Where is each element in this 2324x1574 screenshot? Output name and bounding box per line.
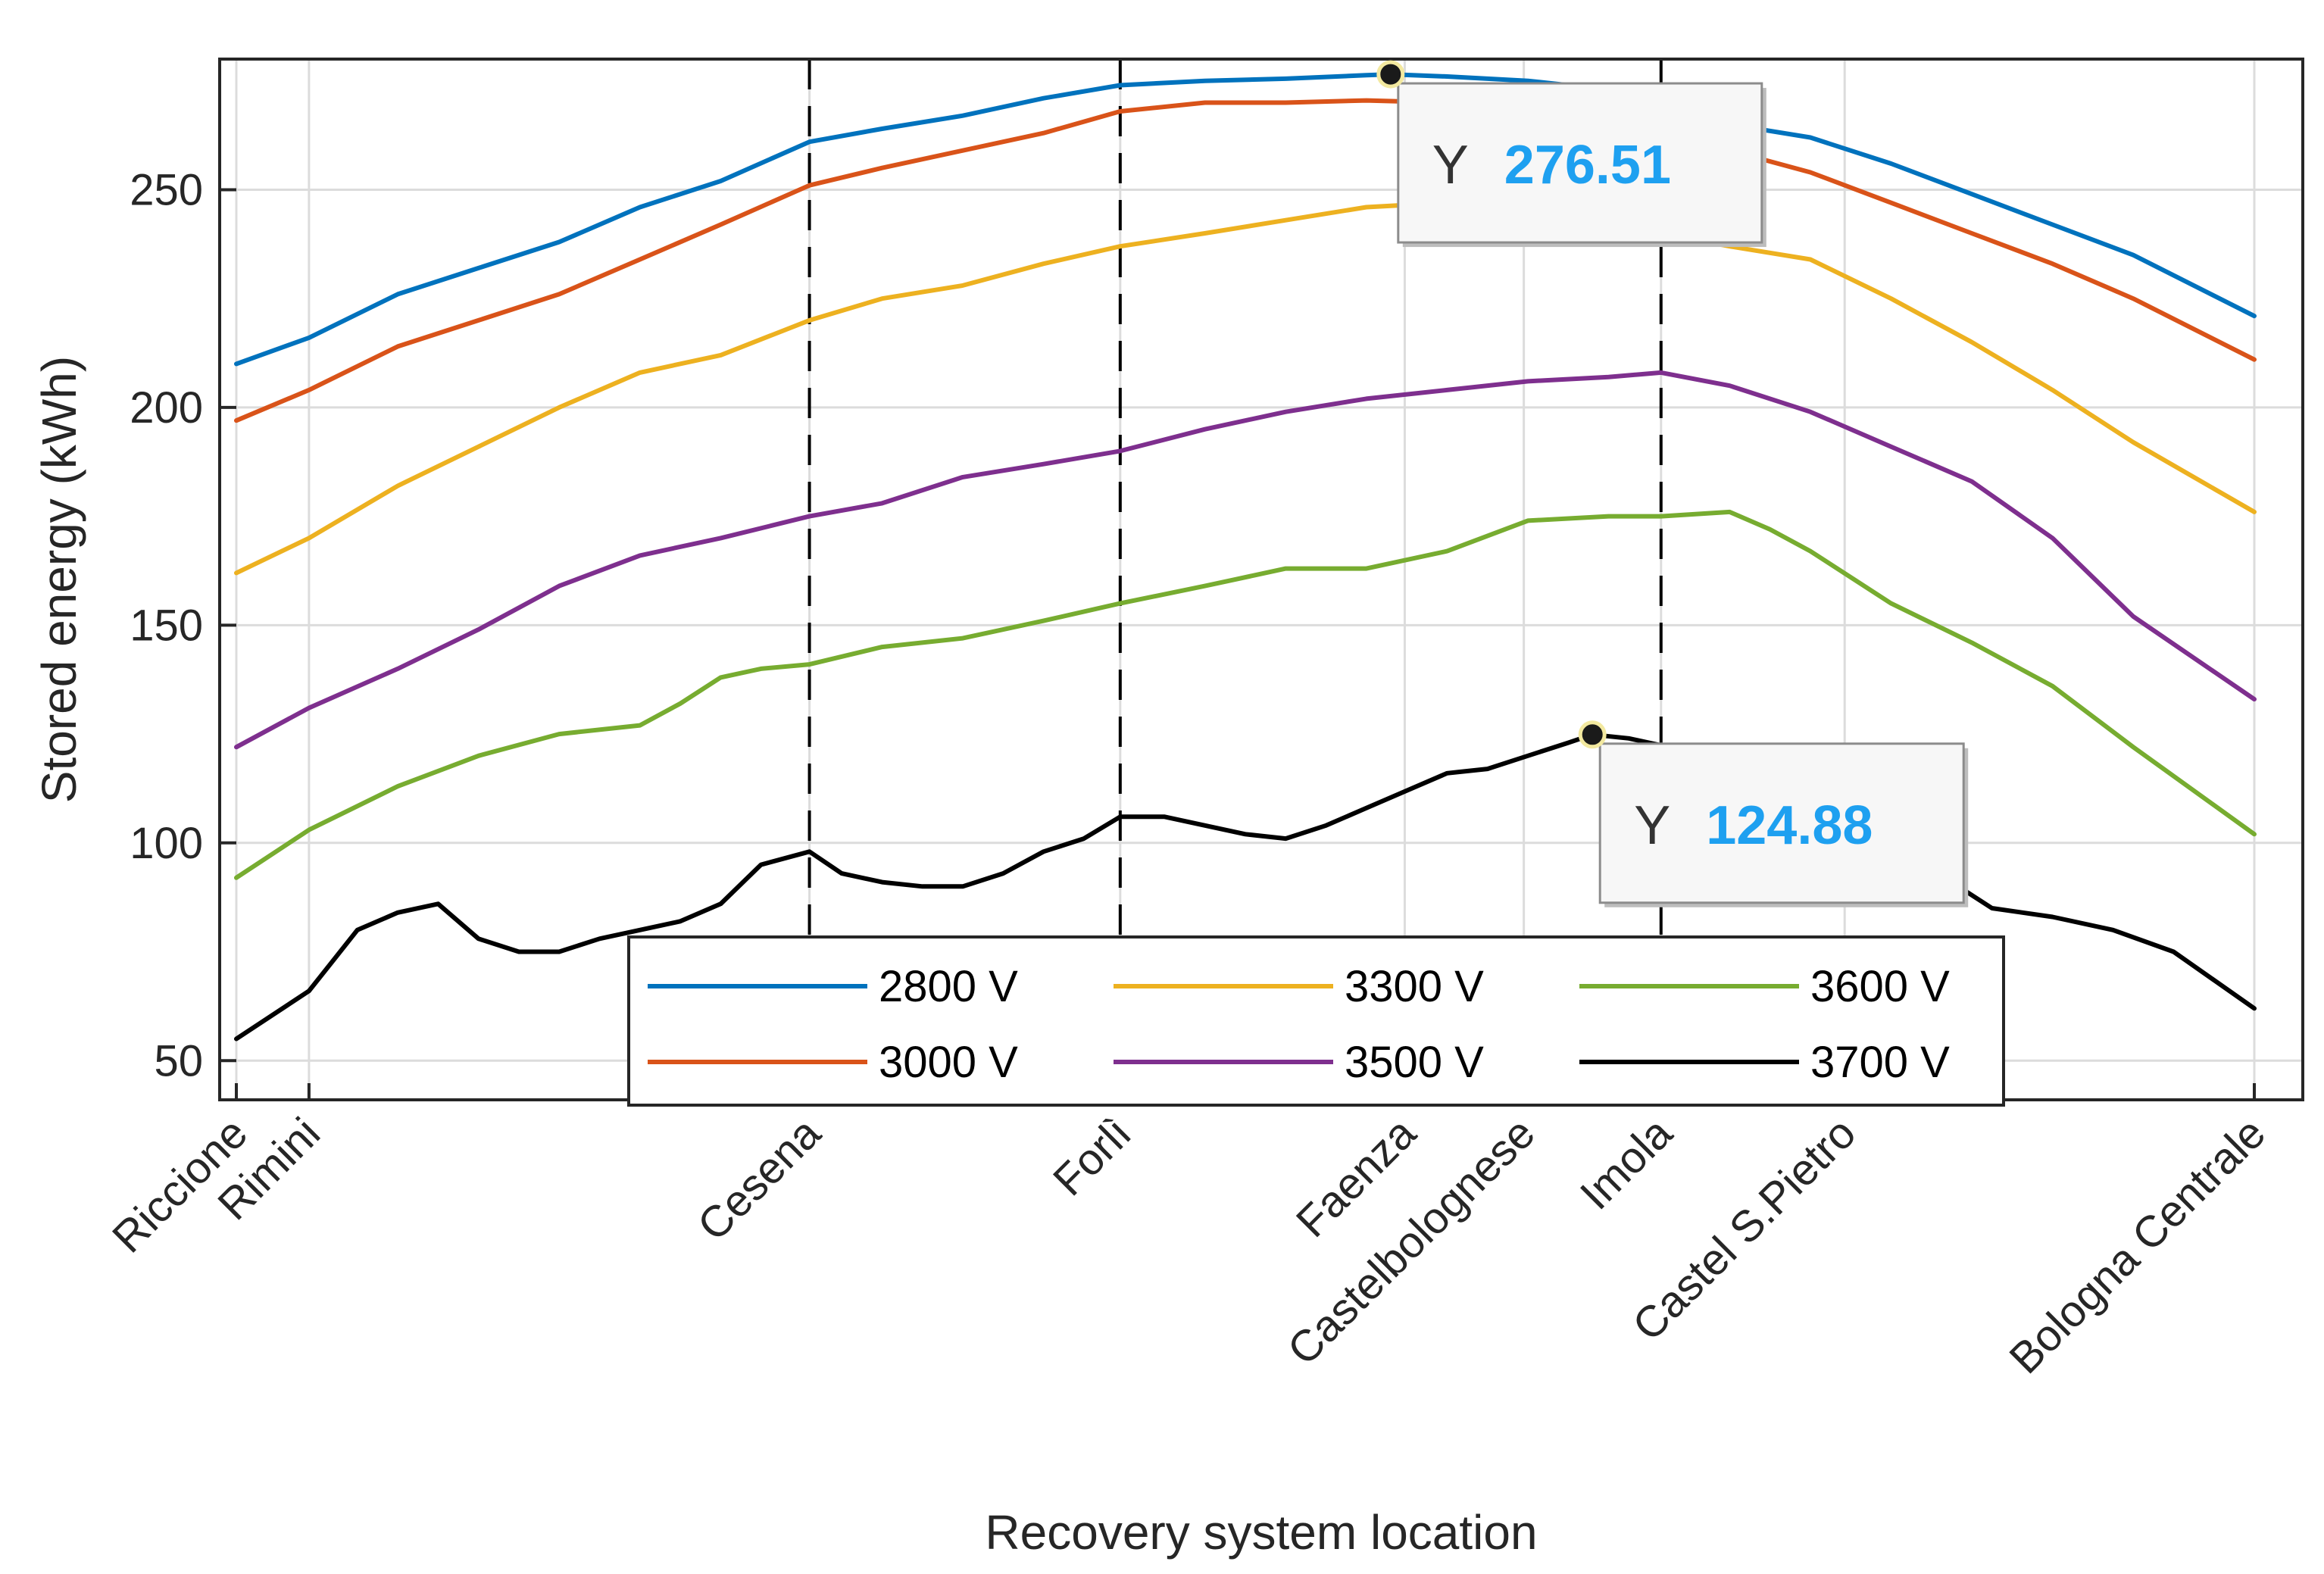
- series-line: [234, 72, 2257, 367]
- legend-entry: 2800 V: [879, 962, 1018, 1011]
- series-line: [234, 98, 2257, 423]
- series-line: [234, 509, 2257, 880]
- legend-entry: 3000 V: [879, 1038, 1018, 1087]
- y-tick-labels: 50 100 150 200 250: [130, 165, 236, 1085]
- datatip-value: 276.51: [1504, 135, 1671, 195]
- legend-entry: 3300 V: [1345, 962, 1484, 1011]
- y-tick-label: 250: [130, 165, 203, 214]
- datatip-box[interactable]: [1397, 82, 1763, 244]
- legend: 2800 V 3000 V 3300 V 3500 V 3600 V 3700 V: [627, 935, 2005, 1107]
- station-markers: [807, 59, 1663, 1100]
- legend-entry: 3700 V: [1810, 1038, 1950, 1087]
- series-line: [234, 370, 2257, 750]
- y-tick-label: 50: [154, 1036, 203, 1085]
- y-tick-label: 100: [130, 819, 203, 868]
- datatip-point[interactable]: [1376, 60, 1405, 89]
- legend-box: [627, 935, 2005, 1107]
- datatip-value: 124.88: [1706, 795, 1873, 856]
- x-axis-label: Recovery system location: [985, 1505, 1537, 1560]
- legend-entry: 3500 V: [1345, 1038, 1484, 1087]
- y-axis-label: Stored energy (kWh): [32, 356, 86, 803]
- y-tick-label: 200: [130, 383, 203, 433]
- datatip-box[interactable]: [1598, 742, 1965, 904]
- datatip-point[interactable]: [1578, 720, 1607, 749]
- datatip-label: Y: [1634, 795, 1670, 856]
- plot-area: [220, 59, 2303, 1100]
- y-tick-label: 150: [130, 601, 203, 650]
- series-lines: [234, 72, 2257, 1042]
- legend-entry: 3600 V: [1810, 962, 1950, 1011]
- datatip-label: Y: [1432, 135, 1469, 195]
- series-line: [234, 200, 2257, 576]
- datatips: Y 276.51 Y 124.88: [1376, 60, 1969, 907]
